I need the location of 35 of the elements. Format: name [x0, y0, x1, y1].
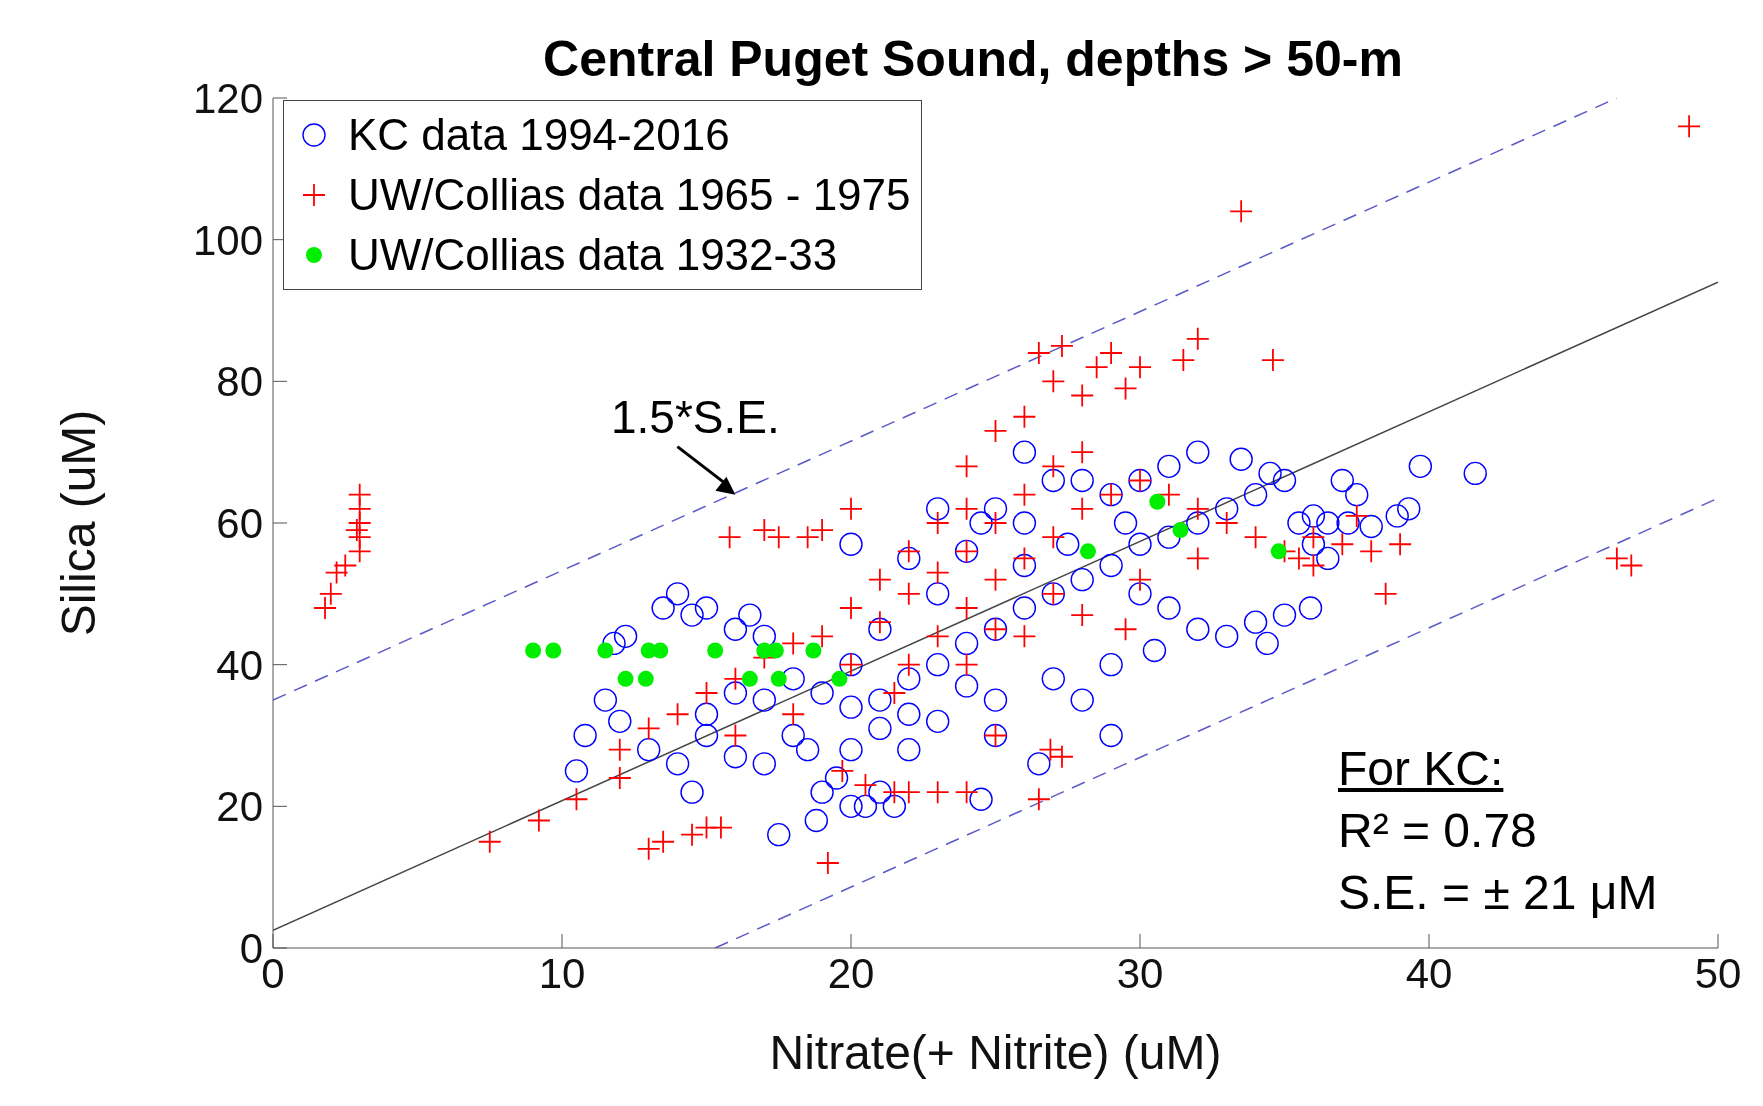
- point: [770, 670, 787, 687]
- point: [831, 670, 848, 687]
- point: [1270, 543, 1287, 560]
- point: [1079, 543, 1096, 560]
- y-tick-label: 60: [216, 499, 263, 547]
- point: [617, 670, 634, 687]
- x-axis-title: Nitrate(+ Nitrite) (uM): [769, 1026, 1222, 1079]
- point: [545, 642, 562, 659]
- point: [741, 670, 758, 687]
- point: [637, 670, 654, 687]
- annotation: S.E. = ± 21 μM: [1338, 866, 1658, 919]
- y-tick-label: 20: [216, 783, 263, 831]
- legend-label: UW/Collias data 1932-33: [348, 230, 838, 279]
- legend-label: UW/Collias data 1965 - 1975: [348, 170, 911, 219]
- y-tick-label: 120: [192, 74, 263, 122]
- point: [652, 642, 669, 659]
- point: [1149, 493, 1166, 510]
- x-tick-label: 10: [538, 949, 586, 997]
- y-tick-label: 80: [216, 358, 263, 406]
- x-tick-label: 50: [1694, 949, 1742, 997]
- point: [805, 642, 822, 659]
- annotation: For KC:: [1338, 742, 1504, 795]
- legend-label: KC data 1994-2016: [348, 110, 730, 159]
- point: [1172, 522, 1189, 539]
- y-axis-title: Silica (uM): [52, 409, 106, 637]
- x-tick-label: 40: [1405, 949, 1453, 997]
- x-tick-label: 30: [1116, 949, 1164, 997]
- point: [525, 642, 542, 659]
- x-tick-label: 20: [827, 949, 875, 997]
- annotation: R² = 0.78: [1338, 804, 1537, 857]
- y-tick-label: 100: [192, 216, 263, 264]
- point: [707, 642, 724, 659]
- chart-title: Central Puget Sound, depths > 50-m: [543, 31, 1403, 87]
- y-tick-label: 40: [216, 641, 263, 689]
- annotation: 1.5*S.E.: [611, 390, 780, 443]
